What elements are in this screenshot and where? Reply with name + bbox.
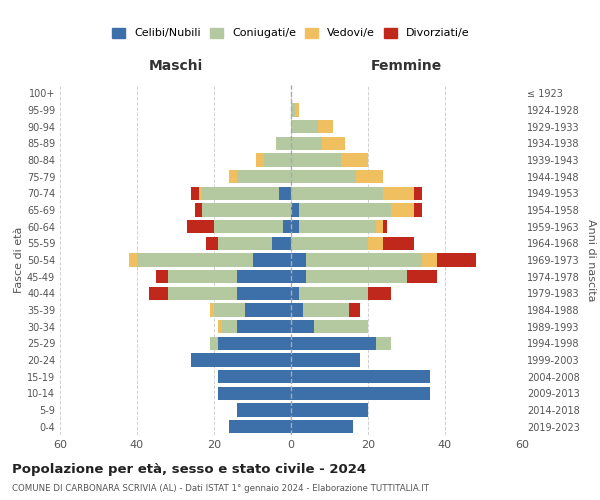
Bar	[322, 136, 345, 150]
Bar	[291, 104, 295, 117]
Bar	[299, 204, 391, 216]
Bar	[295, 104, 299, 117]
Bar	[291, 170, 356, 183]
Bar	[237, 270, 291, 283]
Bar	[272, 236, 291, 250]
Bar	[291, 254, 307, 266]
Bar	[291, 136, 322, 150]
Bar	[291, 404, 368, 416]
Bar	[291, 320, 314, 334]
Bar	[256, 154, 264, 166]
Bar	[199, 186, 202, 200]
Bar	[291, 386, 430, 400]
Bar	[291, 154, 341, 166]
Bar	[168, 270, 237, 283]
Bar	[291, 120, 318, 134]
Bar	[414, 204, 422, 216]
Bar	[210, 304, 214, 316]
Bar	[218, 336, 291, 350]
Bar	[218, 370, 291, 384]
Bar	[414, 186, 422, 200]
Bar	[349, 304, 360, 316]
Bar	[149, 286, 168, 300]
Bar	[130, 254, 137, 266]
Legend: Celibi/Nubili, Coniugati/e, Vedovi/e, Divorziati/e: Celibi/Nubili, Coniugati/e, Vedovi/e, Di…	[112, 28, 470, 38]
Bar	[187, 220, 214, 234]
Bar	[407, 270, 437, 283]
Bar	[291, 336, 376, 350]
Bar	[195, 204, 202, 216]
Bar	[168, 286, 237, 300]
Bar	[291, 370, 430, 384]
Bar	[307, 270, 407, 283]
Bar	[291, 420, 353, 434]
Bar	[383, 220, 387, 234]
Bar	[283, 220, 291, 234]
Bar	[264, 154, 291, 166]
Bar	[291, 220, 299, 234]
Text: Maschi: Maschi	[148, 60, 203, 74]
Bar	[237, 170, 291, 183]
Text: Popolazione per età, sesso e stato civile - 2024: Popolazione per età, sesso e stato civil…	[12, 462, 366, 475]
Bar	[137, 254, 253, 266]
Bar	[291, 204, 299, 216]
Bar	[307, 254, 422, 266]
Bar	[237, 286, 291, 300]
Bar	[214, 220, 283, 234]
Text: Femmine: Femmine	[371, 60, 442, 74]
Bar	[314, 320, 368, 334]
Bar	[383, 186, 414, 200]
Bar	[341, 154, 368, 166]
Bar	[376, 336, 391, 350]
Bar	[202, 204, 291, 216]
Bar	[291, 186, 383, 200]
Bar	[218, 320, 222, 334]
Bar	[237, 404, 291, 416]
Bar	[437, 254, 476, 266]
Bar	[206, 236, 218, 250]
Y-axis label: Anni di nascita: Anni di nascita	[586, 219, 596, 301]
Bar	[214, 304, 245, 316]
Bar	[280, 186, 291, 200]
Bar	[422, 254, 437, 266]
Bar	[156, 270, 168, 283]
Bar	[210, 336, 218, 350]
Bar	[229, 420, 291, 434]
Bar	[291, 286, 299, 300]
Bar	[291, 236, 368, 250]
Bar	[291, 354, 360, 366]
Bar	[202, 186, 280, 200]
Y-axis label: Fasce di età: Fasce di età	[14, 227, 24, 293]
Bar	[318, 120, 334, 134]
Bar	[229, 170, 237, 183]
Bar	[253, 254, 291, 266]
Bar	[218, 236, 272, 250]
Bar	[237, 320, 291, 334]
Bar	[302, 304, 349, 316]
Bar	[391, 204, 414, 216]
Bar	[356, 170, 383, 183]
Bar	[376, 220, 383, 234]
Bar	[191, 186, 199, 200]
Bar	[245, 304, 291, 316]
Bar	[218, 386, 291, 400]
Bar	[368, 236, 383, 250]
Bar	[222, 320, 237, 334]
Bar	[275, 136, 291, 150]
Bar	[299, 220, 376, 234]
Text: COMUNE DI CARBONARA SCRIVIA (AL) - Dati ISTAT 1° gennaio 2024 - Elaborazione TUT: COMUNE DI CARBONARA SCRIVIA (AL) - Dati …	[12, 484, 429, 493]
Bar	[291, 270, 307, 283]
Bar	[191, 354, 291, 366]
Bar	[368, 286, 391, 300]
Bar	[299, 286, 368, 300]
Bar	[291, 304, 302, 316]
Bar	[383, 236, 414, 250]
